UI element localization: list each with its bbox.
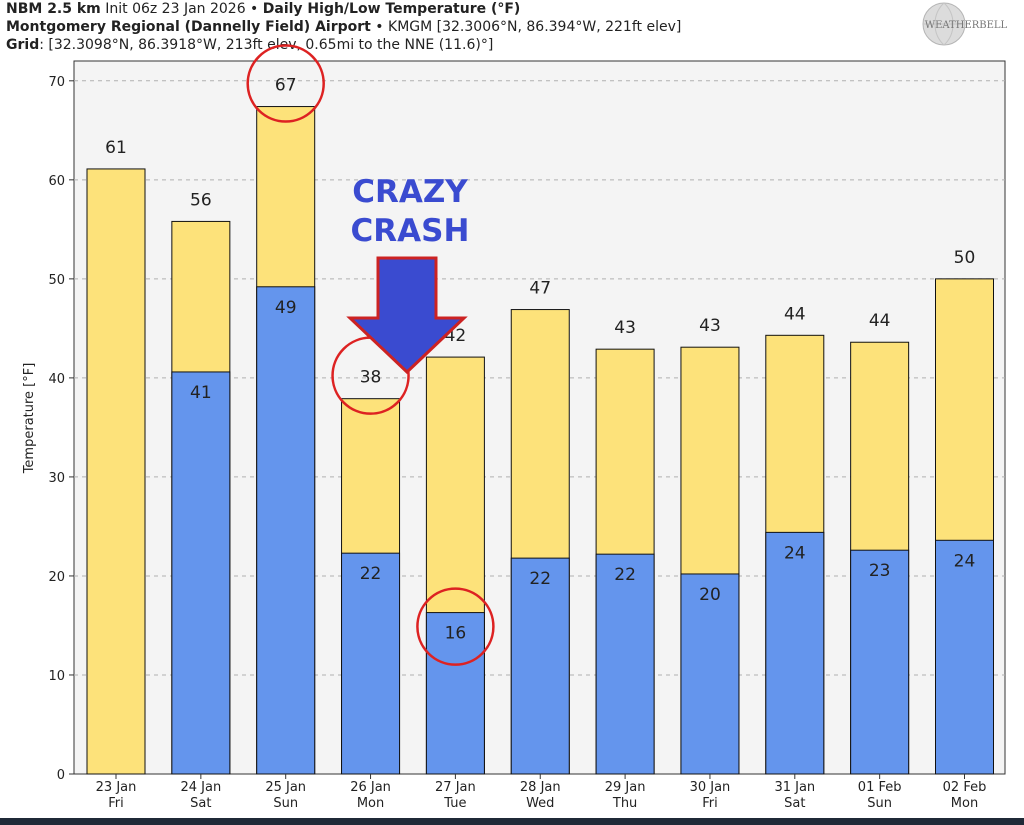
x-tick-weekday: Fri (702, 796, 718, 811)
y-tick-label: 20 (48, 570, 65, 585)
annotation-line-1: CRAZY (352, 174, 468, 210)
crazy-crash-annotation: CRAZY CRASH (346, 174, 470, 375)
y-tick-label: 50 (48, 273, 65, 288)
high-temp-label: 50 (954, 248, 976, 268)
bottom-frame-bar (0, 818, 1024, 825)
chart-title: Daily High/Low Temperature (°F) (262, 1, 521, 17)
x-tick-weekday: Sun (867, 796, 892, 811)
low-temp-label: 22 (614, 565, 636, 585)
low-temp-label: 24 (954, 551, 976, 571)
high-temp-label: 67 (275, 76, 297, 96)
x-tick-date: 26 Jan (350, 780, 391, 795)
y-tick-label: 30 (48, 471, 65, 486)
y-tick-label: 60 (48, 174, 65, 189)
low-temp-bar (935, 539, 994, 775)
high-temp-label: 38 (360, 368, 382, 388)
low-temp-label: 16 (445, 624, 467, 644)
x-tick-weekday: Wed (526, 796, 554, 811)
x-tick-weekday: Sat (190, 796, 211, 811)
init-time: Init 06z 23 Jan 2026 • (100, 1, 263, 17)
low-temp-label: 22 (360, 564, 382, 584)
x-tick-weekday: Sun (273, 796, 298, 811)
grid-label: Grid (6, 37, 40, 53)
high-temp-bar (86, 168, 146, 775)
low-temp-label: 41 (190, 383, 212, 403)
model-name: NBM 2.5 km (6, 1, 101, 17)
low-temp-bar (850, 549, 910, 775)
x-tick-date: 28 Jan (520, 780, 561, 795)
low-temp-label: 24 (784, 543, 806, 563)
high-temp-label: 43 (699, 316, 721, 336)
high-temp-label: 43 (614, 318, 636, 338)
high-temp-label: 61 (105, 138, 127, 158)
low-temp-label: 20 (699, 585, 721, 605)
low-temp-bar (256, 286, 316, 775)
x-tick-weekday: Sat (784, 796, 805, 811)
x-tick-date: 23 Jan (96, 780, 137, 795)
x-tick-date: 02 Feb (943, 780, 987, 795)
low-temp-bar (595, 553, 655, 775)
grid-line: Grid: [32.3098°N, 86.3918°W, 213ft elev,… (6, 37, 493, 54)
y-axis: 0 10 20 30 40 50 60 70 (48, 75, 74, 783)
high-temp-label: 44 (869, 311, 891, 331)
low-temp-bar (680, 573, 740, 775)
low-temp-bar (765, 531, 825, 775)
x-tick-date: 24 Jan (180, 780, 221, 795)
station-name: Montgomery Regional (Dannelly Field) Air… (6, 19, 371, 35)
x-tick-date: 01 Feb (858, 780, 902, 795)
low-temp-bar (425, 612, 485, 775)
high-temp-label: 47 (529, 279, 551, 299)
y-tick-label: 10 (48, 669, 65, 684)
x-tick-weekday: Fri (108, 796, 124, 811)
x-tick-date: 31 Jan (774, 780, 815, 795)
station-coords: • KMGM [32.3006°N, 86.394°W, 221ft elev] (370, 19, 682, 35)
x-tick-date: 30 Jan (690, 780, 731, 795)
grid-coords: : [32.3098°N, 86.3918°W, 213ft elev, 0.6… (39, 37, 494, 53)
y-tick-label: 40 (48, 372, 65, 387)
down-arrow-icon (346, 256, 468, 375)
low-temperature-series (171, 286, 994, 775)
x-tick-weekday: Mon (951, 796, 978, 811)
low-temp-label: 22 (529, 569, 551, 589)
highlight-circle (416, 587, 495, 666)
x-tick-weekday: Thu (612, 796, 637, 811)
weatherbell-logo: WEATHERBELL (922, 2, 1008, 46)
highlight-circle (246, 44, 325, 123)
low-temp-label: 49 (275, 298, 297, 318)
low-temp-bar (510, 557, 570, 775)
high-temp-label: 44 (784, 304, 806, 324)
y-axis-label: Temperature [°F] (22, 363, 37, 475)
x-tick-weekday: Mon (357, 796, 384, 811)
x-tick-date: 25 Jan (265, 780, 306, 795)
y-tick-label: 0 (57, 768, 65, 783)
x-tick-weekday: Tue (443, 796, 466, 811)
annotation-line-2: CRASH (351, 213, 470, 249)
low-temp-bar (341, 552, 401, 775)
logo-text: WEATHERBELL (925, 20, 1008, 31)
y-tick-label: 70 (48, 75, 65, 90)
station-line: Montgomery Regional (Dannelly Field) Air… (6, 19, 681, 36)
low-temp-bar (171, 371, 231, 775)
chart-title-line: NBM 2.5 km Init 06z 23 Jan 2026 • Daily … (6, 1, 520, 18)
low-temp-label: 23 (869, 561, 891, 581)
x-tick-date: 29 Jan (605, 780, 646, 795)
high-temp-label: 56 (190, 190, 212, 210)
globe-meridian (923, 2, 965, 46)
x-tick-date: 27 Jan (435, 780, 476, 795)
